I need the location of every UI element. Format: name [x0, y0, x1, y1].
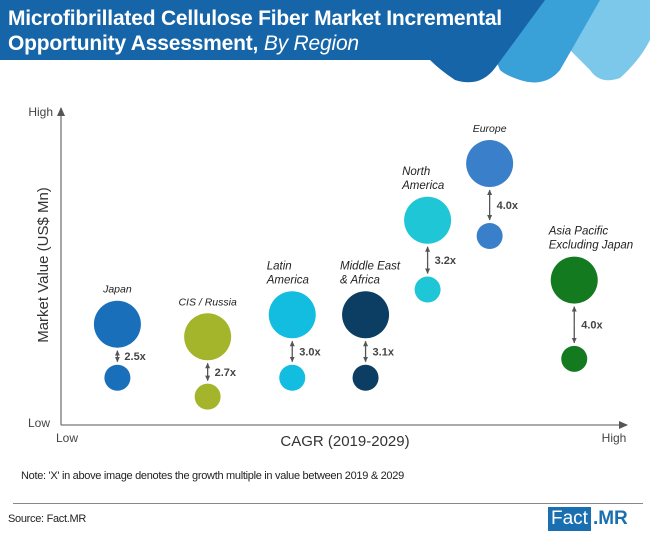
- footer-divider: [13, 503, 643, 504]
- bubble-2019-latin-america: [279, 364, 306, 391]
- header-banner: Microfibrillated Cellulose Fiber Market …: [0, 0, 650, 90]
- region-label-line: Excluding Japan: [549, 240, 633, 252]
- growth-multiple-cis-russia: 2.7x: [215, 367, 237, 379]
- bubble-2029-middle-east-africa: [342, 291, 390, 339]
- bubble-2019-cis-russia: [194, 383, 221, 410]
- growth-multiple-europe: 4.0x: [497, 200, 519, 212]
- bubble-2019-europe: [476, 223, 503, 249]
- bubble-2029-north-america: [404, 196, 452, 244]
- factmr-logo: Fact .MR: [548, 507, 628, 531]
- region-label-line: America: [401, 180, 444, 192]
- bubble-2029-europe: [466, 140, 514, 188]
- region-label-cis-russia: CIS / Russia: [178, 296, 237, 308]
- x-tick-low: Low: [56, 431, 78, 445]
- bubble-marks: 2.5x Japan 2.7x CIS / Russia 3.0x Latin Americ…: [93, 123, 633, 410]
- y-tick-high: High: [28, 105, 53, 119]
- region-label-line: North: [402, 166, 430, 178]
- chart-title: Microfibrillated Cellulose Fiber Market …: [8, 6, 502, 56]
- region-label-line: America: [266, 274, 309, 286]
- y-tick-low: Low: [28, 416, 50, 430]
- footnote: Note: 'X' in above image denotes the gro…: [21, 470, 404, 482]
- logo-fact: Fact: [548, 507, 591, 531]
- logo-mr: .MR: [592, 508, 628, 529]
- bubble-2019-asia-pacific-excluding-japan: [561, 345, 588, 372]
- region-label-line: Middle East: [340, 260, 401, 272]
- region-label-line: CIS / Russia: [178, 296, 237, 308]
- bubble-2019-middle-east-africa: [352, 364, 379, 391]
- bubble-2029-cis-russia: [184, 313, 232, 361]
- title-suffix: By Region: [263, 32, 359, 55]
- x-tick-high: High: [602, 431, 627, 445]
- title-line-1: Microfibrillated Cellulose Fiber Market …: [8, 7, 502, 30]
- region-label-line: Europe: [473, 123, 507, 135]
- region-label-line: & Africa: [340, 274, 380, 286]
- region-label-middle-east-africa: Middle East & Africa: [340, 260, 401, 286]
- region-label-japan: Japan: [102, 284, 132, 296]
- x-axis-label: CAGR (2019-2029): [280, 433, 409, 450]
- region-label-line: Asia Pacific: [548, 226, 609, 238]
- bubble-2029-latin-america: [268, 291, 316, 339]
- growth-multiple-asia-pacific-excluding-japan: 4.0x: [581, 320, 603, 332]
- bubble-2029-japan: [93, 300, 141, 348]
- region-label-line: Japan: [102, 284, 132, 296]
- growth-multiple-middle-east-africa: 3.1x: [373, 347, 395, 359]
- growth-multiple-north-america: 3.2x: [435, 255, 457, 267]
- bubble-2029-asia-pacific-excluding-japan: [550, 256, 598, 304]
- title-line-2: Opportunity Assessment,: [8, 32, 259, 55]
- region-label-asia-pacific-excluding-japan: Asia Pacific Excluding Japan: [548, 226, 633, 252]
- header-wave-primary: [0, 0, 545, 83]
- region-label-north-america: North America: [401, 166, 444, 192]
- growth-multiple-latin-america: 3.0x: [299, 347, 321, 359]
- region-label-europe: Europe: [473, 123, 507, 135]
- bubble-2019-north-america: [414, 276, 441, 303]
- growth-multiple-japan: 2.5x: [124, 351, 146, 363]
- y-axis-label: Market Value (US$ Mn): [35, 187, 52, 343]
- source-label: Source: Fact.MR: [8, 513, 87, 525]
- region-label-latin-america: Latin America: [266, 260, 309, 286]
- bubble-chart: High Low Low High CAGR (2019-2029) Marke…: [28, 105, 633, 450]
- region-label-line: Latin: [267, 260, 292, 272]
- header-background: [0, 0, 650, 83]
- bubble-2019-japan: [104, 364, 131, 391]
